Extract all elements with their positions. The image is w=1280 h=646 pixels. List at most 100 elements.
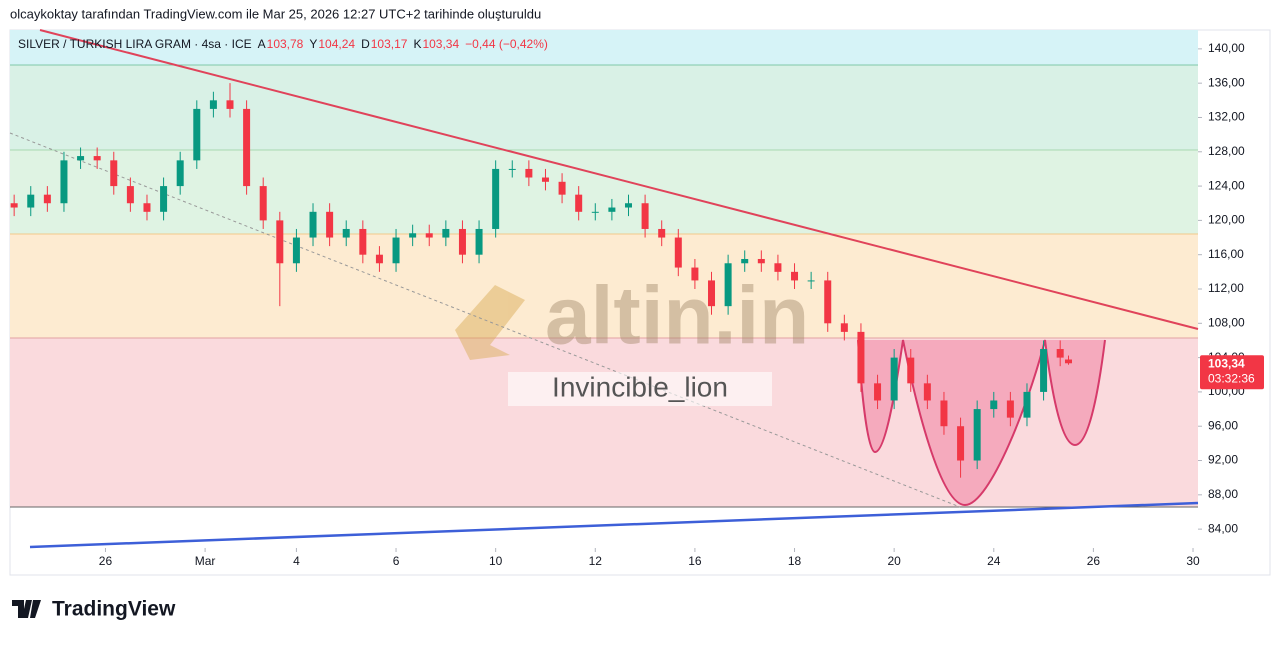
zone [10,150,1198,234]
candle-body [508,168,516,170]
candle-body [359,228,367,255]
zones [10,30,1198,508]
annotation: Invincible_lion [552,371,728,402]
price-tag-label: 103,34 [1208,356,1245,370]
candle-body [907,357,915,384]
ohlc-value: 103,34 [422,37,459,51]
x-tick-label: 12 [589,554,603,568]
y-tick-label: 120,00 [1208,213,1245,227]
candle-body [724,263,732,307]
candle-body [243,108,251,187]
candle-body [641,203,649,229]
candle-body [1040,349,1048,392]
legend: SILVER / TURKISH LIRA GRAM · 4sa · ICE A1… [18,37,548,51]
countdown: 03:32:36 [1208,371,1255,385]
candle-body [492,168,500,229]
ohlc-key: A [258,37,266,51]
candle-body [60,160,68,204]
ohlc-value: 104,24 [318,37,355,51]
candle-body [276,220,284,264]
attribution: olcaykoktay tarafından TradingView.com i… [10,6,541,21]
x-tick-label: 30 [1186,554,1200,568]
candle-body [957,426,965,461]
candle-body [874,383,882,401]
pattern-shape [857,339,1106,507]
x-tick-label: 26 [99,554,113,568]
candle-body [425,233,433,238]
candle-body [176,160,184,187]
candle-body [890,357,898,401]
candle-body [475,228,483,255]
candle-body [691,267,699,281]
candle-body [658,228,666,238]
y-tick-label: 124,00 [1208,178,1245,192]
ohlc-key: K [413,37,421,51]
candle-body [409,233,417,238]
y-tick-label: 96,00 [1208,418,1238,432]
candle-body [392,237,400,264]
candle-body [458,228,466,255]
candle-body [1064,359,1072,364]
candle-body [10,203,18,208]
candle-body [608,207,616,212]
y-tick-label: 128,00 [1208,144,1245,158]
ohlc-key: D [361,37,370,51]
candle-body [541,177,549,182]
candle-body [807,280,815,282]
brand-logo [12,600,41,618]
candle-body [1023,391,1031,418]
y-tick-label: 108,00 [1208,315,1245,329]
y-tick-label: 140,00 [1208,41,1245,55]
zone [10,234,1198,338]
y-tick-label: 116,00 [1208,247,1244,261]
candle-body [1056,349,1064,358]
candle-body [326,211,334,238]
candle-body [27,194,35,208]
resistance-line [39,29,1199,330]
change: −0,44 (−0,42%) [465,37,548,51]
price-tag [1200,355,1264,390]
candle-body [292,237,300,264]
brand: TradingView [52,598,176,621]
x-tick-label: 26 [1087,554,1101,568]
candle-body [990,400,998,410]
candle-body [93,156,101,161]
candle-body [143,203,151,212]
candle-body [525,168,533,178]
legend-text: SILVER / TURKISH LIRA GRAM · 4sa · ICE A1… [18,37,548,51]
x-tick-label: 10 [489,554,503,568]
footer: TradingView [12,598,176,621]
candle-body [824,280,832,324]
candle-body [226,100,234,109]
candle-body [259,186,267,221]
candle-body [591,211,599,213]
x-tick-label: 4 [293,554,300,568]
watermark: altin.in [545,271,809,362]
candle-body [857,331,865,384]
x-tick-label: 6 [393,554,400,568]
candles [10,83,1072,478]
candle-body [110,160,118,187]
candle-body [791,271,799,281]
ohlc-value: 103,78 [267,37,304,51]
candle-body [43,194,51,204]
y-tick-label: 112,00 [1208,281,1244,295]
title: SILVER / TURKISH LIRA GRAM · 4sa · ICE [18,37,252,51]
candle-body [375,254,383,264]
candle-body [442,228,450,238]
annotation-box [508,372,772,406]
x-tick-label: 18 [788,554,802,568]
candle-body [774,263,782,272]
candle-body [940,400,948,427]
candle-body [309,211,317,238]
candle-body [126,186,134,204]
candle-body [209,100,217,109]
ohlc-value: 103,17 [371,37,408,51]
support-line [29,501,1199,549]
x-tick-label: 24 [987,554,1001,568]
ohlc-key: Y [309,37,317,51]
candle-body [923,383,931,401]
zone [10,338,1198,507]
